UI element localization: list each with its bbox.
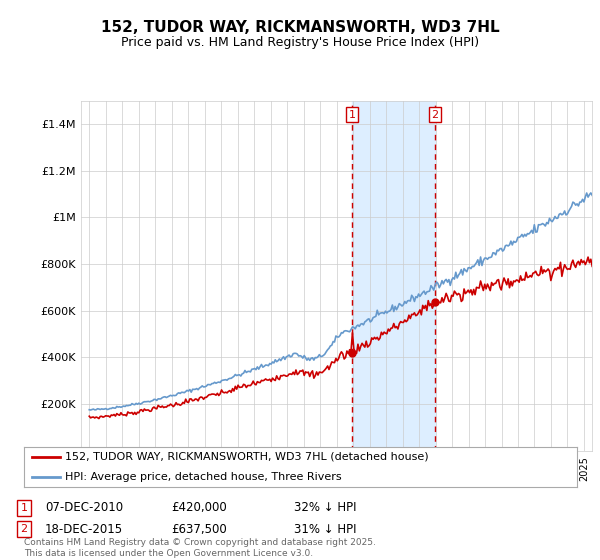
Text: HPI: Average price, detached house, Three Rivers: HPI: Average price, detached house, Thre…: [65, 472, 342, 482]
Text: Contains HM Land Registry data © Crown copyright and database right 2025.
This d: Contains HM Land Registry data © Crown c…: [24, 538, 376, 558]
Text: 1: 1: [20, 503, 28, 513]
Text: 32% ↓ HPI: 32% ↓ HPI: [294, 501, 356, 515]
Text: 152, TUDOR WAY, RICKMANSWORTH, WD3 7HL: 152, TUDOR WAY, RICKMANSWORTH, WD3 7HL: [101, 20, 499, 35]
Text: 1: 1: [349, 110, 355, 119]
Text: 2: 2: [431, 110, 439, 119]
Text: Price paid vs. HM Land Registry's House Price Index (HPI): Price paid vs. HM Land Registry's House …: [121, 36, 479, 49]
Text: 152, TUDOR WAY, RICKMANSWORTH, WD3 7HL (detached house): 152, TUDOR WAY, RICKMANSWORTH, WD3 7HL (…: [65, 452, 429, 462]
Text: 31% ↓ HPI: 31% ↓ HPI: [294, 522, 356, 536]
Bar: [352, 101, 435, 451]
Text: 2: 2: [20, 524, 28, 534]
Text: 18-DEC-2015: 18-DEC-2015: [45, 522, 123, 536]
Text: 07-DEC-2010: 07-DEC-2010: [45, 501, 123, 515]
Text: £637,500: £637,500: [171, 522, 227, 536]
Text: £420,000: £420,000: [171, 501, 227, 515]
